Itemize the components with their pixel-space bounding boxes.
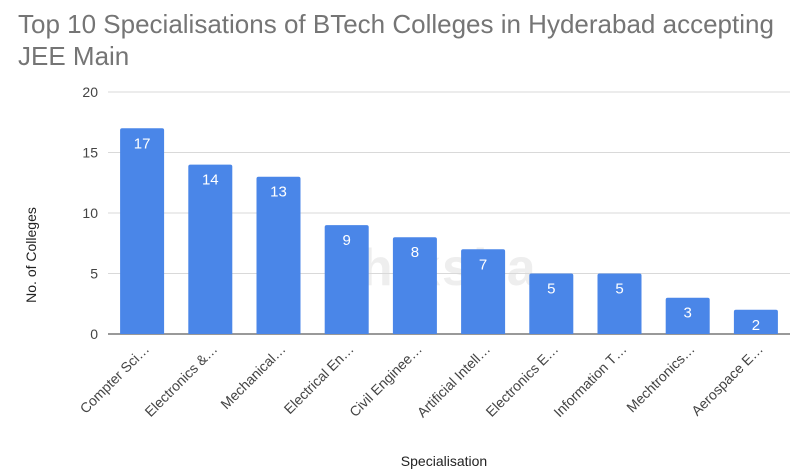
bar-value-label: 9 bbox=[343, 232, 351, 249]
x-tick-label: Mechtronics… bbox=[623, 341, 698, 416]
bar[interactable] bbox=[256, 176, 301, 334]
bar[interactable] bbox=[529, 273, 574, 335]
x-tick-label: Electronics &… bbox=[141, 341, 220, 420]
y-tick-label: 5 bbox=[90, 266, 98, 282]
bar-value-label: 2 bbox=[752, 317, 760, 334]
x-tick-label: Aerospace E… bbox=[688, 341, 766, 419]
bar-value-label: 5 bbox=[547, 281, 555, 298]
x-tick-label: Compter Sci… bbox=[77, 341, 153, 417]
bar[interactable] bbox=[188, 164, 233, 334]
x-tick-label: Mechanical… bbox=[217, 341, 288, 412]
x-axis-label: Specialisation bbox=[401, 453, 487, 469]
y-axis-ticks: 0 5 10 15 20 bbox=[82, 84, 98, 342]
bar[interactable] bbox=[733, 309, 778, 334]
x-axis-ticks: Compter Sci…Electronics &…Mechanical…Ele… bbox=[77, 341, 766, 421]
bar[interactable] bbox=[597, 273, 642, 335]
bar-value-label: 17 bbox=[134, 135, 151, 152]
bar-value-label: 14 bbox=[202, 172, 219, 189]
bar[interactable] bbox=[120, 128, 165, 334]
x-tick-label: Electronics E… bbox=[482, 341, 561, 420]
bar[interactable] bbox=[392, 237, 437, 334]
bar[interactable] bbox=[461, 249, 506, 334]
y-tick-label: 15 bbox=[82, 145, 98, 161]
bar-value-label: 5 bbox=[615, 281, 623, 298]
bars: 17 14 13 9 8 7 5 5 3 2 bbox=[120, 128, 778, 334]
bar-value-label: 13 bbox=[270, 184, 287, 201]
bar-value-label: 7 bbox=[479, 256, 487, 273]
bar[interactable] bbox=[324, 225, 369, 334]
chart-title: Top 10 Specialisations of BTech Colleges… bbox=[18, 9, 774, 71]
y-tick-label: 0 bbox=[90, 326, 98, 342]
y-tick-label: 10 bbox=[82, 205, 98, 221]
x-tick-label: Civil Enginee… bbox=[346, 341, 425, 420]
bar-value-label: 8 bbox=[411, 244, 419, 261]
y-axis-label: No. of Colleges bbox=[23, 207, 39, 303]
bar[interactable] bbox=[665, 297, 710, 334]
bar-value-label: 3 bbox=[684, 305, 692, 322]
x-tick-label: Information T… bbox=[550, 341, 629, 420]
x-tick-label: Electrical En… bbox=[281, 341, 357, 417]
y-tick-label: 20 bbox=[82, 84, 98, 100]
